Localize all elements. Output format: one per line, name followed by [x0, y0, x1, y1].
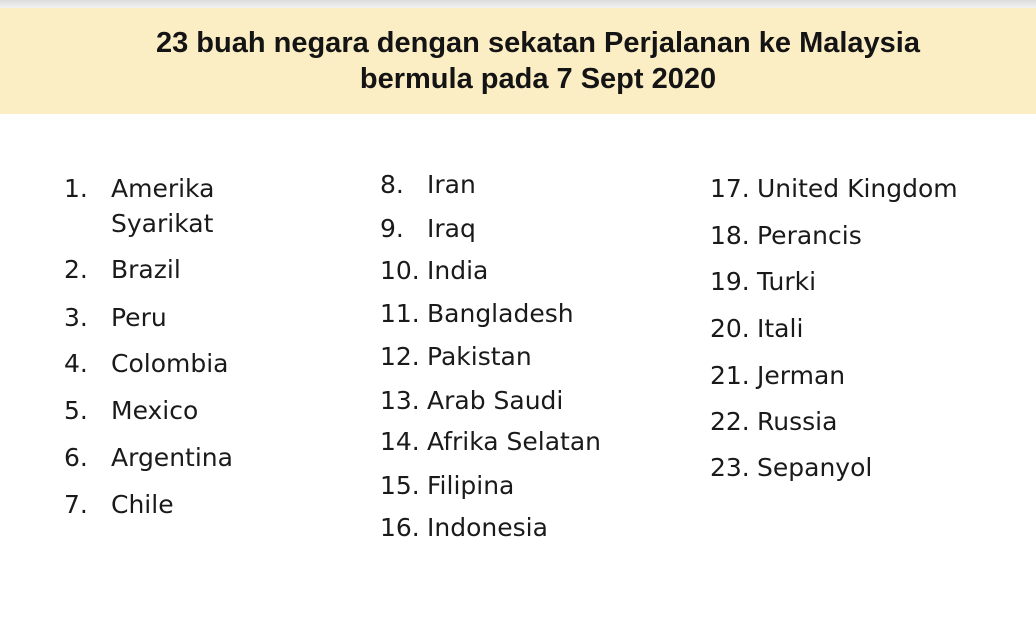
- country-number: 18.: [710, 221, 750, 250]
- window-top-edge: [0, 0, 1036, 8]
- country-name: Peru: [111, 303, 167, 332]
- country-name: Afrika Selatan: [427, 427, 602, 456]
- country-number: 23.: [710, 453, 750, 482]
- country-name: Arab Saudi: [427, 386, 564, 415]
- country-name-continued: Syarikat: [111, 209, 214, 238]
- country-number: 10.: [380, 256, 420, 285]
- country-name: Chile: [111, 490, 174, 519]
- country-number: 11.: [380, 299, 420, 328]
- country-number: 22.: [710, 407, 750, 436]
- country-number: 2.: [64, 255, 88, 284]
- country-name: Filipina: [427, 471, 515, 500]
- country-name: Turki: [757, 267, 817, 296]
- country-name: Itali: [757, 314, 804, 343]
- country-name: Mexico: [111, 396, 199, 425]
- title-line-2: bermula pada 7 Sept 2020: [359, 63, 717, 95]
- country-name: Bangladesh: [427, 299, 574, 328]
- country-number: 14.: [380, 427, 420, 456]
- country-number: 20.: [710, 314, 750, 343]
- country-name: Pakistan: [427, 342, 532, 371]
- country-name: Colombia: [111, 349, 229, 378]
- country-number: 21.: [710, 361, 750, 390]
- country-name: Indonesia: [427, 513, 548, 542]
- country-name: Sepanyol: [757, 453, 873, 482]
- title-banner: 23 buah negara dengan sekatan Perjalanan…: [0, 8, 1036, 114]
- country-number: 17.: [710, 174, 750, 203]
- country-number: 6.: [64, 443, 88, 472]
- country-name: Amerika: [111, 174, 215, 203]
- country-number: 5.: [64, 396, 88, 425]
- country-name: Iran: [427, 170, 476, 199]
- country-number: 15.: [380, 471, 420, 500]
- country-name: Jerman: [757, 361, 846, 390]
- country-name: Brazil: [111, 255, 181, 284]
- country-number: 19.: [710, 267, 750, 296]
- country-number: 7.: [64, 490, 88, 519]
- country-name: Perancis: [757, 221, 862, 250]
- country-name: Iraq: [427, 214, 476, 243]
- country-name: India: [427, 256, 489, 285]
- country-number: 3.: [64, 303, 88, 332]
- country-number: 1.: [64, 174, 88, 203]
- country-number: 8.: [380, 170, 404, 199]
- country-number: 9.: [380, 214, 404, 243]
- title-line-1: 23 buah negara dengan sekatan Perjalanan…: [155, 27, 920, 59]
- country-number: 16.: [380, 513, 420, 542]
- country-number: 4.: [64, 349, 88, 378]
- country-number: 13.: [380, 386, 420, 415]
- country-name: Argentina: [111, 443, 233, 472]
- country-name: United Kingdom: [757, 174, 958, 203]
- country-number: 12.: [380, 342, 420, 371]
- country-name: Russia: [757, 407, 838, 436]
